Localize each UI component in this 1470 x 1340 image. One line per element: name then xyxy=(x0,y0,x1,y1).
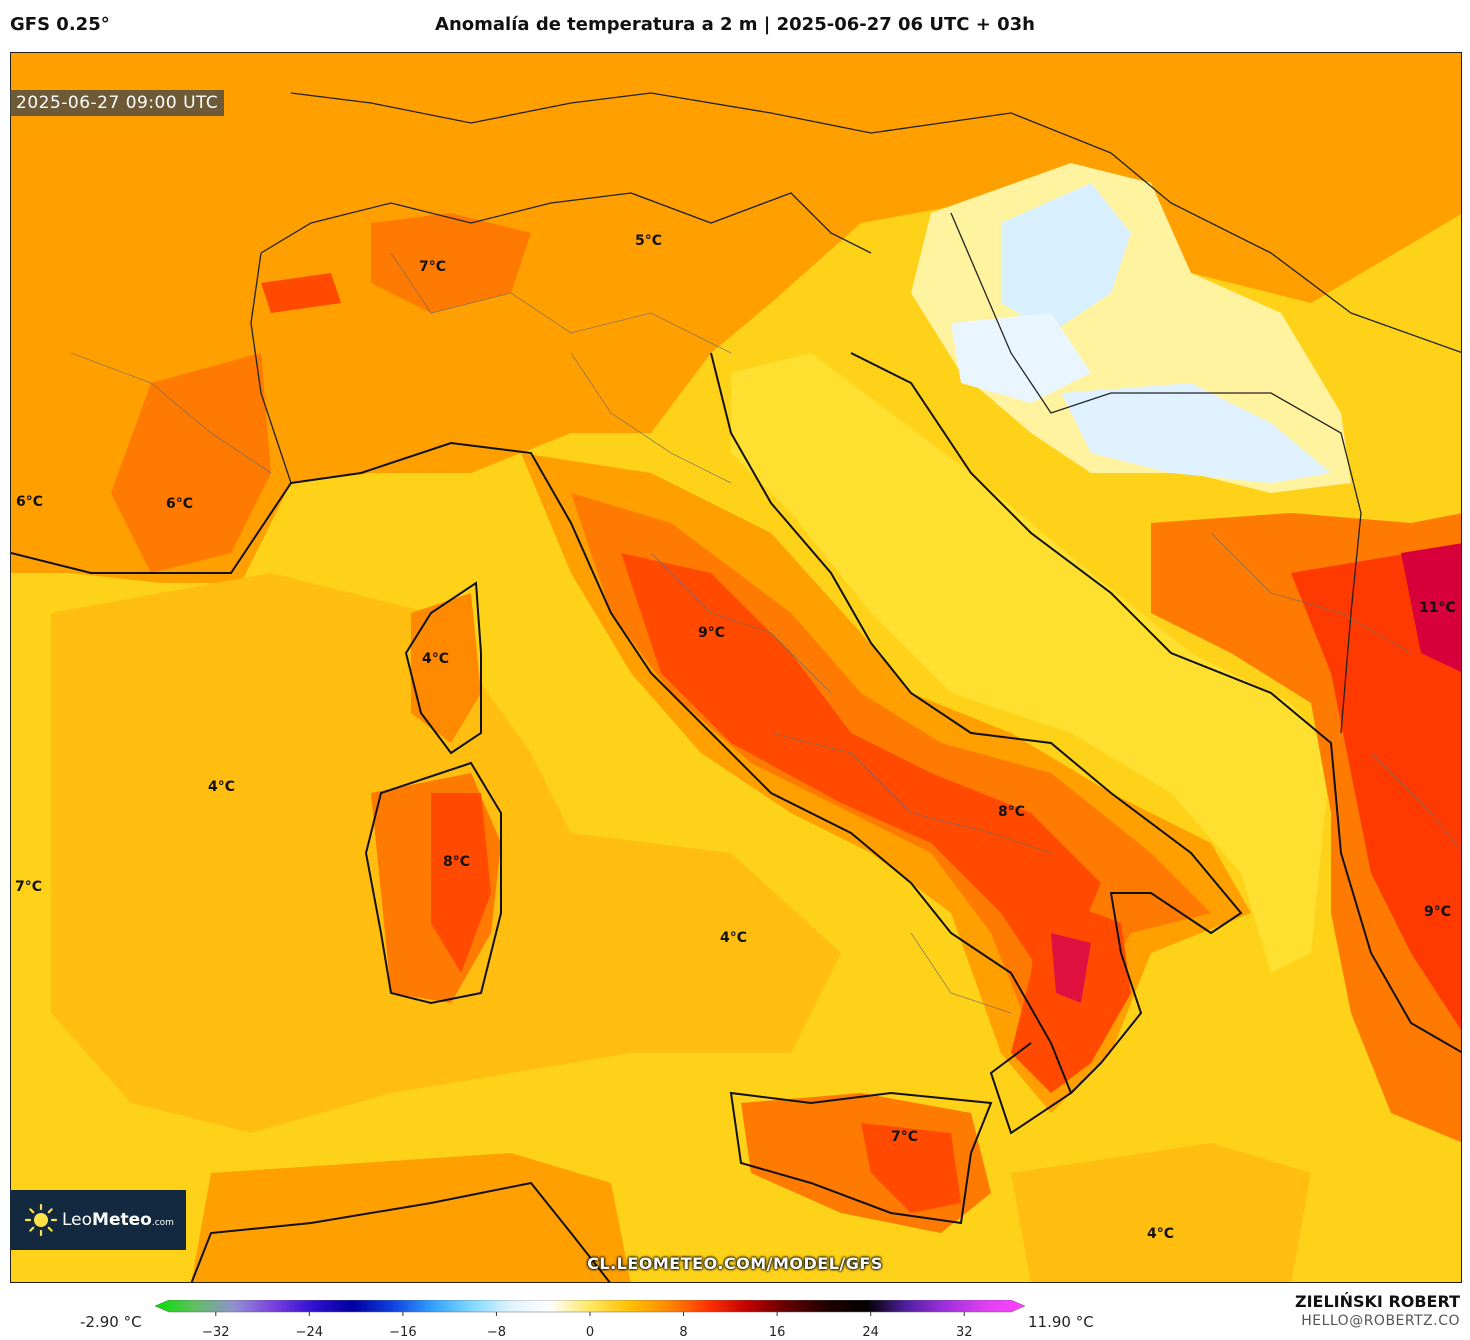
colorbar-tick-label: −16 xyxy=(389,1325,416,1340)
colorbar-tick-label: −24 xyxy=(296,1325,323,1340)
sun-icon xyxy=(24,1203,58,1237)
anomaly-zone-sardinia-hot xyxy=(431,793,491,973)
author-email: HELLO@ROBERTZ.CO xyxy=(1301,1313,1460,1329)
border-east xyxy=(950,212,1362,734)
colorbar-tick-label: 32 xyxy=(956,1325,973,1340)
value-label-tyrrhenian: 4°C xyxy=(720,930,747,946)
anomaly-zone-negative-3 xyxy=(1061,383,1331,483)
value-label-south-italy: 8°C xyxy=(998,804,1025,820)
colorbar-tick-label: −8 xyxy=(487,1325,506,1340)
model-name: GFS 0.25° xyxy=(10,14,110,35)
value-label-corsica: 4°C xyxy=(422,651,449,667)
border-alps xyxy=(260,192,872,254)
anomaly-zone-alps-2 xyxy=(261,273,341,313)
author-name: ZIELIŃSKI ROBERT xyxy=(1294,1292,1460,1311)
logo-wordmark: LeoMeteo.com xyxy=(62,1210,174,1230)
anomaly-zone-se-sea xyxy=(1011,1143,1311,1282)
anomaly-zone-sicily-hot xyxy=(861,1123,961,1213)
coastline xyxy=(11,352,1461,1282)
leometeo-logo: LeoMeteo.com xyxy=(10,1190,186,1250)
anomaly-zone-negative-1 xyxy=(1001,183,1131,333)
value-label-greece: 9°C xyxy=(1424,904,1451,920)
colorbar: −32 −24 −16 −8 0 8 16 24 32 xyxy=(155,1300,1026,1340)
region-line-5 xyxy=(70,352,272,474)
colorbar-tick-label: 8 xyxy=(679,1325,687,1340)
colorbar-max-label: 11.90 °C xyxy=(1028,1313,1094,1331)
colorbar-bar xyxy=(155,1300,1026,1313)
colorbar-tick-label: 0 xyxy=(586,1325,594,1340)
region-line-6 xyxy=(1210,532,1412,654)
border-north xyxy=(290,92,1112,154)
value-label-france: 6°C xyxy=(166,496,193,512)
coast-africa xyxy=(190,1181,611,1282)
region-line-1 xyxy=(390,252,732,354)
value-label-balearic-sea: 4°C xyxy=(208,779,235,795)
value-label-sardinia: 8°C xyxy=(443,854,470,870)
country-borders xyxy=(250,92,1461,734)
border-balkan xyxy=(1110,152,1461,353)
value-label-central-italy: 9°C xyxy=(698,625,725,641)
logo-word-leo: Leo xyxy=(62,1210,93,1230)
coast-italy-east xyxy=(710,352,1243,1094)
anomaly-zone-east-max xyxy=(1401,543,1461,673)
colorbar-tick-label: −32 xyxy=(202,1325,229,1340)
colorbar-tick-label: 16 xyxy=(769,1325,786,1340)
logo-word-com: .com xyxy=(151,1218,174,1228)
region-line-8 xyxy=(910,932,1012,1014)
value-label-alps: 7°C xyxy=(419,259,446,275)
map-canvas: 6°C 6°C 7°C 5°C 4°C 4°C 8°C 9°C 8°C 11°C… xyxy=(11,53,1461,1282)
region-line-3 xyxy=(650,552,832,694)
coast-sicily xyxy=(729,1091,993,1225)
value-label-west-edge: 7°C xyxy=(15,879,42,895)
anomaly-zone-calabria-max xyxy=(1051,933,1091,1003)
colorbar-tick-label: 24 xyxy=(862,1325,879,1340)
value-label-ionian: 4°C xyxy=(1147,1226,1174,1242)
source-watermark: CL.LEOMETEO.COM/MODEL/GFS xyxy=(587,1254,883,1273)
valid-time-badge: 2025-06-27 09:00 UTC xyxy=(10,90,225,116)
border-france-italy xyxy=(250,252,292,484)
map-title: Anomalía de temperatura a 2 m | 2025-06-… xyxy=(435,14,1035,35)
coast-france xyxy=(11,482,292,574)
anomaly-zone-negative-2 xyxy=(951,313,1091,403)
value-label-balkans: 11°C xyxy=(1419,600,1456,616)
value-label-france-west: 6°C xyxy=(16,494,43,510)
anomaly-zone-corsica xyxy=(411,593,481,743)
logo-word-meteo: Meteo xyxy=(92,1210,152,1230)
region-borders xyxy=(70,252,1461,1014)
region-line-2 xyxy=(570,352,732,484)
value-label-north: 5°C xyxy=(635,233,662,249)
value-label-sicily: 7°C xyxy=(891,1129,918,1145)
anomaly-zone-east-hot xyxy=(1291,553,1461,1030)
author-credit: ZIELIŃSKI ROBERT HELLO@ROBERTZ.CO xyxy=(1295,1292,1460,1329)
map-panel: 6°C 6°C 7°C 5°C 4°C 4°C 8°C 9°C 8°C 11°C… xyxy=(10,52,1462,1283)
region-line-4 xyxy=(770,732,1052,854)
anomaly-zone-adriatic xyxy=(731,353,1331,973)
region-line-7 xyxy=(1370,752,1461,852)
coast-sardinia xyxy=(364,761,502,1005)
coast-corsica xyxy=(404,581,482,755)
anomaly-zone-north xyxy=(11,53,1461,583)
colorbar-ticks: −32 −24 −16 −8 0 8 16 24 32 xyxy=(202,1312,972,1340)
anomaly-zone-peninsula-hot xyxy=(621,553,1101,1033)
anomaly-zone-france xyxy=(111,353,271,573)
anomaly-zone-alps-1 xyxy=(371,213,531,313)
colorbar-min-label: -2.90 °C xyxy=(80,1313,142,1331)
coast-italy-west xyxy=(290,441,1073,1135)
coast-dalmatia xyxy=(850,352,1461,1054)
